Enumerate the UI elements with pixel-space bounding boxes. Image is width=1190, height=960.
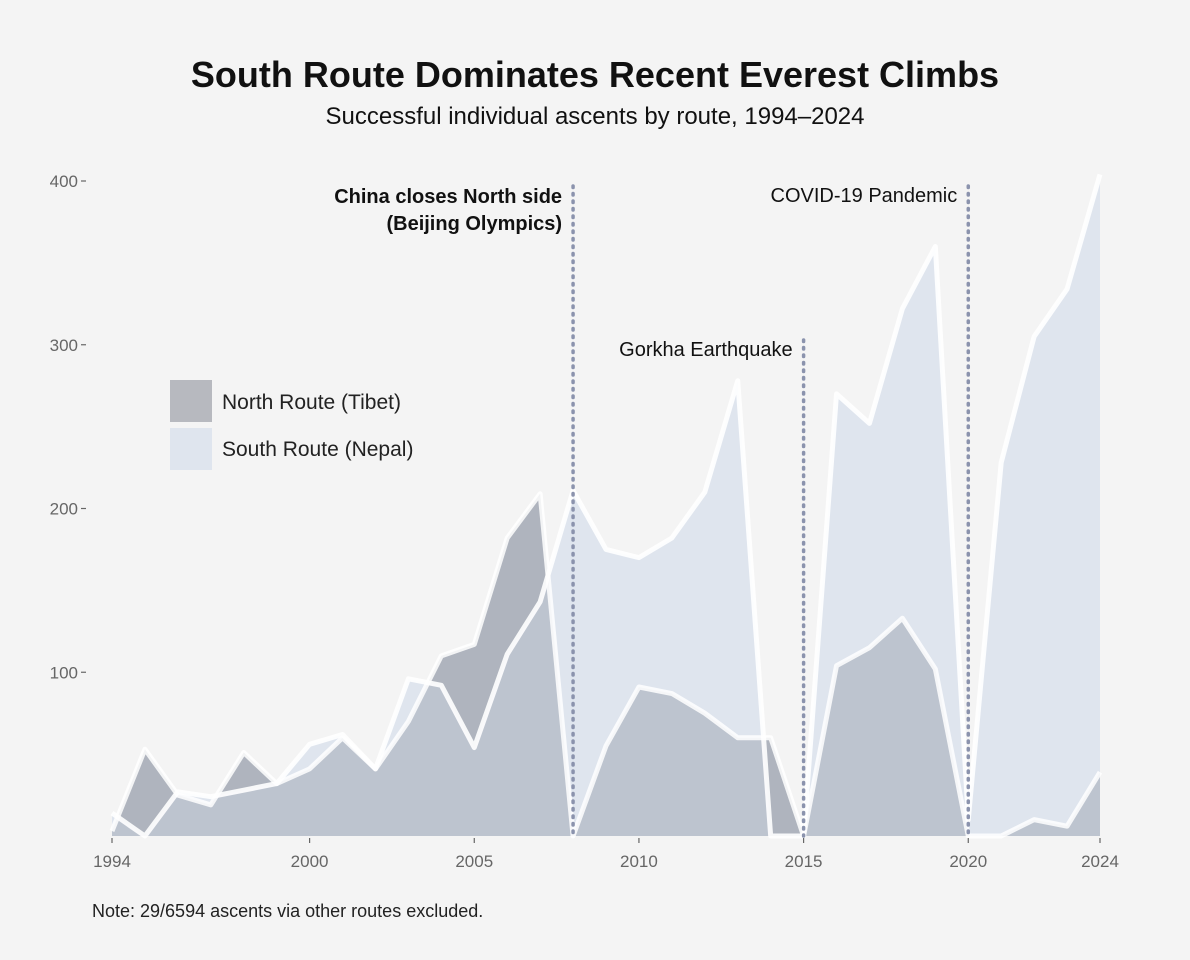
x-tick-label-2024: 2024: [1081, 852, 1119, 871]
point-north-2011: [670, 692, 673, 695]
y-tick-label-300: 300: [50, 336, 78, 355]
point-north-2006: [506, 536, 509, 539]
annotation-lines: [571, 184, 971, 838]
point-south-1996: [176, 790, 179, 793]
point-north-2017: [868, 646, 871, 649]
point-south-2004: [440, 684, 443, 687]
axis-ticks: 100 200 300 400 1994 2000 2005 2010 2015 2020 2024: [50, 172, 1119, 871]
legend-swatch-south: [170, 428, 212, 470]
point-north-2003: [407, 720, 410, 723]
point-south-2006: [506, 653, 509, 656]
point-north-2008: [572, 835, 575, 838]
x-tick-label-2005: 2005: [455, 852, 493, 871]
point-south-2001: [341, 733, 344, 736]
point-north-2014: [769, 736, 772, 739]
point-north-2004: [440, 654, 443, 657]
point-south-2023: [1066, 288, 1069, 291]
point-north-1995: [143, 748, 146, 751]
legend-label-north: North Route (Tibet): [222, 391, 401, 414]
point-south-2013: [736, 379, 739, 382]
point-south-1997: [209, 795, 212, 798]
point-south-2012: [703, 491, 706, 494]
point-south-1999: [275, 782, 278, 785]
y-tick-label-400: 400: [50, 172, 78, 191]
legend-label-south: South Route (Nepal): [222, 438, 413, 461]
point-north-2007: [539, 492, 542, 495]
point-south-2003: [407, 677, 410, 680]
point-north-2010: [637, 685, 640, 688]
x-tick-label-2010: 2010: [620, 852, 658, 871]
point-south-2021: [1000, 461, 1003, 464]
point-south-2007: [539, 600, 542, 603]
annotation-label-2008-1: (Beijing Olympics): [386, 213, 562, 235]
point-north-2023: [1066, 825, 1069, 828]
point-north-1998: [242, 751, 245, 754]
x-tick-label-2015: 2015: [785, 852, 823, 871]
area-north-overlay: [112, 493, 1100, 836]
point-north-2001: [341, 736, 344, 739]
y-tick-label-100: 100: [50, 663, 78, 682]
annotation-label-2008-0: China closes North side: [334, 186, 562, 208]
point-south-2000: [308, 743, 311, 746]
chart-title: South Route Dominates Recent Everest Cli…: [191, 54, 999, 95]
point-south-2024: [1099, 173, 1102, 176]
point-south-2005: [473, 746, 476, 749]
point-south-1998: [242, 789, 245, 792]
point-north-2020: [967, 835, 970, 838]
point-north-2005: [473, 643, 476, 646]
point-south-1994: [111, 812, 114, 815]
point-north-2009: [605, 744, 608, 747]
point-north-2021: [1000, 835, 1003, 838]
point-north-2013: [736, 736, 739, 739]
point-south-2017: [868, 422, 871, 425]
point-north-1996: [176, 794, 179, 797]
point-north-2022: [1033, 818, 1036, 821]
area-layer: [109, 173, 1103, 839]
point-south-2022: [1033, 335, 1036, 338]
point-south-2016: [835, 392, 838, 395]
point-south-2008: [572, 489, 575, 492]
annotation-label-2015-0: Gorkha Earthquake: [619, 339, 792, 361]
point-south-2014: [769, 835, 772, 838]
point-north-2012: [703, 712, 706, 715]
point-south-2010: [637, 556, 640, 559]
point-south-2018: [901, 307, 904, 310]
point-south-2002: [374, 767, 377, 770]
point-north-1994: [111, 830, 114, 833]
point-north-2018: [901, 617, 904, 620]
chart-subtitle: Successful individual ascents by route, …: [325, 103, 864, 130]
chart-note: Note: 29/6594 ascents via other routes e…: [92, 901, 483, 921]
legend-swatch-north: [170, 380, 212, 422]
point-north-2016: [835, 664, 838, 667]
point-south-2019: [934, 245, 937, 248]
x-tick-label-2020: 2020: [949, 852, 987, 871]
x-tick-label-1994: 1994: [93, 852, 131, 871]
x-tick-label-2000: 2000: [291, 852, 329, 871]
point-south-2011: [670, 536, 673, 539]
y-tick-label-200: 200: [50, 500, 78, 519]
point-north-2000: [308, 767, 311, 770]
point-south-1995: [143, 835, 146, 838]
point-north-2024: [1099, 771, 1102, 774]
point-north-1997: [209, 803, 212, 806]
point-north-2019: [934, 667, 937, 670]
line-south: [110, 173, 1103, 839]
annotation-labels: China closes North side (Beijing Olympics…: [334, 185, 957, 361]
point-south-2009: [605, 548, 608, 551]
legend: North Route (Tibet) South Route (Nepal): [170, 380, 413, 470]
annotation-label-2020-0: COVID-19 Pandemic: [771, 185, 958, 207]
